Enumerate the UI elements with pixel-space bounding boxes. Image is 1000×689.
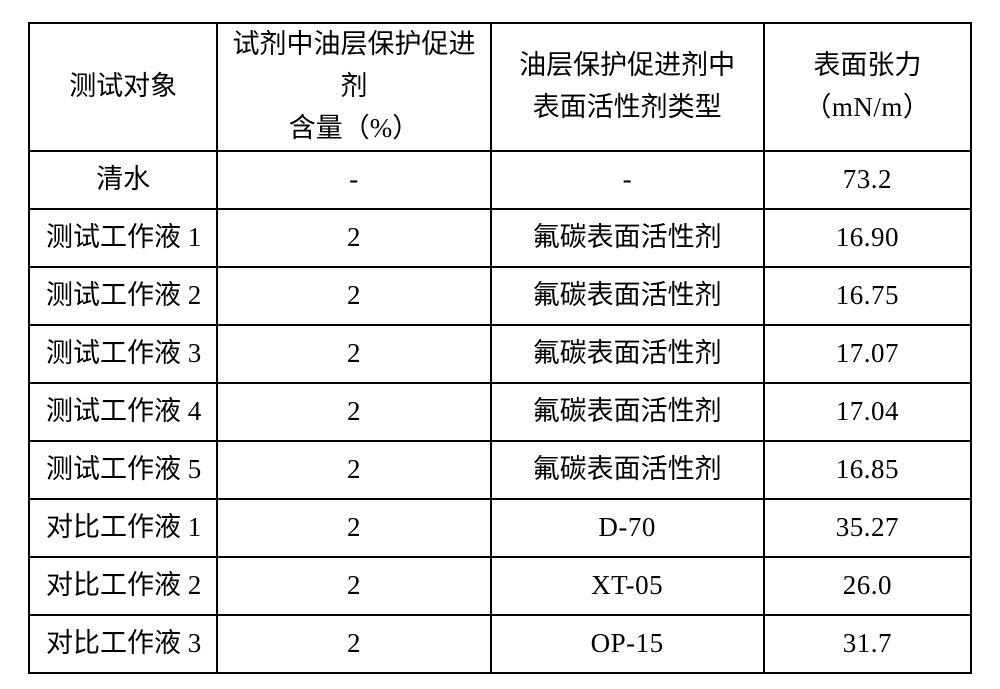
table-row: 测试工作液 1 2 氟碳表面活性剂 16.90 <box>29 209 971 267</box>
cell-tension: 16.75 <box>764 267 971 325</box>
cell-subject: 测试工作液 5 <box>29 441 217 499</box>
cell-subject: 测试工作液 3 <box>29 325 217 383</box>
cell-tension: 17.07 <box>764 325 971 383</box>
header-content-line2: 含量（%） <box>224 108 483 150</box>
cell-surfactant: 氟碳表面活性剂 <box>491 209 764 267</box>
cell-surfactant: - <box>491 151 764 209</box>
cell-tension: 31.7 <box>764 615 971 673</box>
table-body: 清水 - - 73.2 测试工作液 1 2 氟碳表面活性剂 16.90 测试工作… <box>29 151 971 673</box>
cell-surfactant: 氟碳表面活性剂 <box>491 441 764 499</box>
cell-content: 2 <box>217 615 490 673</box>
cell-surfactant: 氟碳表面活性剂 <box>491 267 764 325</box>
cell-surfactant: 氟碳表面活性剂 <box>491 383 764 441</box>
table-row: 清水 - - 73.2 <box>29 151 971 209</box>
header-tension: 表面张力 （mN/m） <box>764 23 971 151</box>
cell-subject: 对比工作液 3 <box>29 615 217 673</box>
cell-subject: 测试工作液 2 <box>29 267 217 325</box>
cell-subject: 测试工作液 4 <box>29 383 217 441</box>
header-content-line1: 试剂中油层保护促进剂 <box>224 24 483 108</box>
cell-subject: 对比工作液 2 <box>29 557 217 615</box>
cell-tension: 16.90 <box>764 209 971 267</box>
cell-content: - <box>217 151 490 209</box>
table-row: 对比工作液 2 2 XT-05 26.0 <box>29 557 971 615</box>
cell-surfactant: XT-05 <box>491 557 764 615</box>
cell-content: 2 <box>217 267 490 325</box>
table-row: 对比工作液 3 2 OP-15 31.7 <box>29 615 971 673</box>
header-surfactant-line2: 表面活性剂类型 <box>498 87 757 129</box>
header-subject: 测试对象 <box>29 23 217 151</box>
cell-tension: 26.0 <box>764 557 971 615</box>
table-row: 测试工作液 3 2 氟碳表面活性剂 17.07 <box>29 325 971 383</box>
cell-tension: 17.04 <box>764 383 971 441</box>
cell-surfactant: 氟碳表面活性剂 <box>491 325 764 383</box>
header-content: 试剂中油层保护促进剂 含量（%） <box>217 23 490 151</box>
cell-tension: 16.85 <box>764 441 971 499</box>
cell-content: 2 <box>217 383 490 441</box>
table-row: 测试工作液 2 2 氟碳表面活性剂 16.75 <box>29 267 971 325</box>
cell-content: 2 <box>217 499 490 557</box>
cell-subject: 对比工作液 1 <box>29 499 217 557</box>
cell-tension: 35.27 <box>764 499 971 557</box>
table-row: 对比工作液 1 2 D-70 35.27 <box>29 499 971 557</box>
header-tension-line2: （mN/m） <box>771 87 964 129</box>
cell-tension: 73.2 <box>764 151 971 209</box>
cell-content: 2 <box>217 325 490 383</box>
header-surfactant: 油层保护促进剂中 表面活性剂类型 <box>491 23 764 151</box>
table-row: 测试工作液 4 2 氟碳表面活性剂 17.04 <box>29 383 971 441</box>
table-header: 测试对象 试剂中油层保护促进剂 含量（%） 油层保护促进剂中 表面活性剂类型 表… <box>29 23 971 151</box>
cell-surfactant: OP-15 <box>491 615 764 673</box>
cell-subject: 测试工作液 1 <box>29 209 217 267</box>
header-surfactant-line1: 油层保护促进剂中 <box>498 45 757 87</box>
cell-content: 2 <box>217 209 490 267</box>
header-subject-line1: 测试对象 <box>36 66 210 108</box>
cell-subject: 清水 <box>29 151 217 209</box>
cell-content: 2 <box>217 441 490 499</box>
table-row: 测试工作液 5 2 氟碳表面活性剂 16.85 <box>29 441 971 499</box>
cell-surfactant: D-70 <box>491 499 764 557</box>
header-tension-line1: 表面张力 <box>771 45 964 87</box>
header-row: 测试对象 试剂中油层保护促进剂 含量（%） 油层保护促进剂中 表面活性剂类型 表… <box>29 23 971 151</box>
cell-content: 2 <box>217 557 490 615</box>
data-table: 测试对象 试剂中油层保护促进剂 含量（%） 油层保护促进剂中 表面活性剂类型 表… <box>28 22 972 674</box>
